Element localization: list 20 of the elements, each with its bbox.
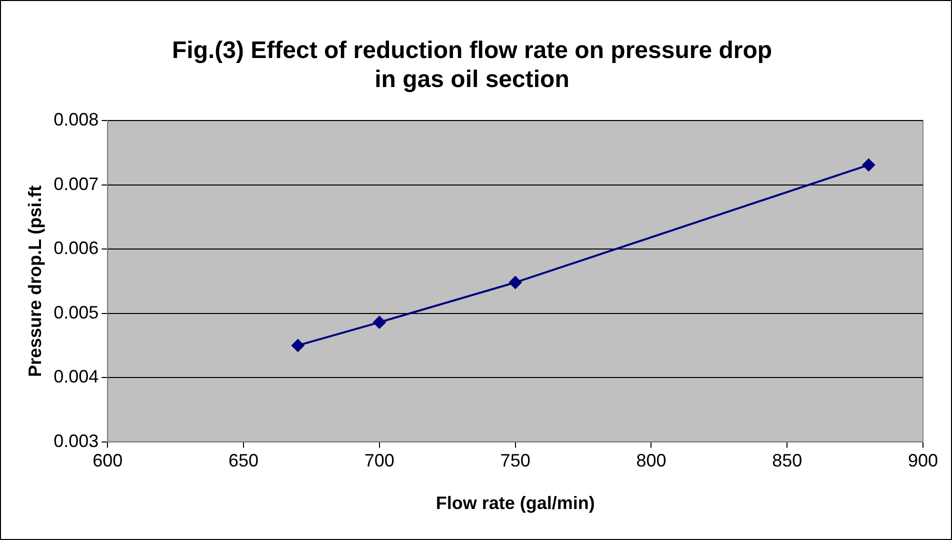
y-tick-label: 0.007 bbox=[54, 174, 99, 194]
point bbox=[291, 338, 304, 352]
x-axis-title: Flow rate (gal/min) bbox=[436, 493, 595, 514]
x-tick-label: 900 bbox=[908, 450, 938, 471]
x-tick-label: 700 bbox=[364, 450, 394, 471]
y-tick-label: 0.006 bbox=[54, 238, 99, 258]
x-tick-label: 650 bbox=[228, 450, 259, 471]
y-tick-label: 0.004 bbox=[54, 366, 99, 387]
chart-title: Fig.(3) Effect of reduction flow rate on pressure drop in gas oil section bbox=[172, 37, 772, 93]
y-tick-label: 0.003 bbox=[54, 430, 99, 451]
y-tick-label: 0.008 bbox=[54, 110, 99, 130]
x-tick-label: 850 bbox=[772, 450, 802, 471]
x-tick-label: 750 bbox=[500, 450, 530, 471]
point bbox=[508, 276, 522, 289]
y-tick-label: 0.005 bbox=[54, 302, 99, 322]
x-tick-label: 600 bbox=[92, 450, 123, 471]
point bbox=[372, 316, 386, 329]
x-tick-label: 800 bbox=[636, 450, 666, 471]
point bbox=[862, 158, 876, 172]
y-axis-title: Pressure drop.L (psi.ft bbox=[24, 185, 45, 378]
